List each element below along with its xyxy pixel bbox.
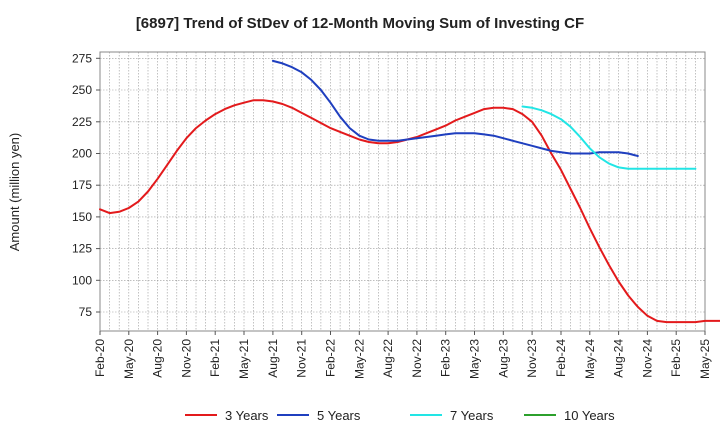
- y-tick-label: 275: [72, 51, 92, 65]
- x-tick-label: May-22: [352, 339, 366, 379]
- x-tick-label: Feb-20: [93, 339, 107, 377]
- x-tick-label: Aug-22: [381, 339, 395, 378]
- x-tick-label: Feb-21: [208, 339, 222, 377]
- series-line-3-years: [99, 99, 720, 324]
- x-tick-label: Feb-24: [554, 339, 568, 377]
- y-tick-label: 175: [72, 178, 92, 192]
- y-tick-label: 250: [72, 83, 92, 97]
- legend-label: 10 Years: [564, 408, 615, 423]
- y-tick-label: 150: [72, 210, 92, 224]
- x-tick-label: Feb-25: [669, 339, 683, 377]
- y-tick-label: 125: [72, 242, 92, 256]
- y-ticks: 75 100 125 150 175 200 225 250 275: [72, 51, 100, 319]
- series-line-5-years: [271, 59, 639, 157]
- x-tick-label: Feb-22: [324, 339, 338, 377]
- x-tick-label: Aug-24: [612, 339, 626, 378]
- x-tick-label: Feb-23: [439, 339, 453, 377]
- x-tick-label: May-25: [698, 339, 712, 379]
- legend-label: 3 Years: [225, 408, 269, 423]
- y-tick-label: 200: [72, 147, 92, 161]
- x-tick-label: May-21: [237, 339, 251, 379]
- x-tick-label: Aug-20: [151, 339, 165, 378]
- x-tick-label: Nov-24: [640, 339, 654, 378]
- x-tick-label: May-23: [468, 339, 482, 379]
- legend-label: 7 Years: [450, 408, 494, 423]
- y-tick-label: 100: [72, 273, 92, 287]
- series-lines: [99, 59, 720, 324]
- grid: [100, 52, 705, 331]
- y-tick-label: 75: [79, 305, 93, 319]
- x-tick-label: Nov-23: [525, 339, 539, 378]
- x-tick-label: Aug-21: [266, 339, 280, 378]
- x-tick-label: Nov-22: [410, 339, 424, 378]
- x-tick-label: May-20: [122, 339, 136, 379]
- y-tick-label: 225: [72, 115, 92, 129]
- legend-label: 5 Years: [317, 408, 361, 423]
- series-line-7-years: [521, 105, 697, 170]
- plot-frame: [99, 51, 706, 332]
- x-tick-label: May-24: [583, 339, 597, 379]
- chart-title: [6897] Trend of StDev of 12-Month Moving…: [136, 15, 584, 32]
- y-axis-label: Amount (million yen): [7, 133, 22, 252]
- x-ticks: Feb-20 May-20 Aug-20 Nov-20 Feb-21 May-21 Aug-…: [93, 331, 712, 379]
- legend: 3 Years 5 Years 7 Years 10 Years: [185, 408, 615, 423]
- x-tick-label: Nov-21: [295, 339, 309, 378]
- x-tick-label: Nov-20: [179, 339, 193, 378]
- x-tick-label: Aug-23: [496, 339, 510, 378]
